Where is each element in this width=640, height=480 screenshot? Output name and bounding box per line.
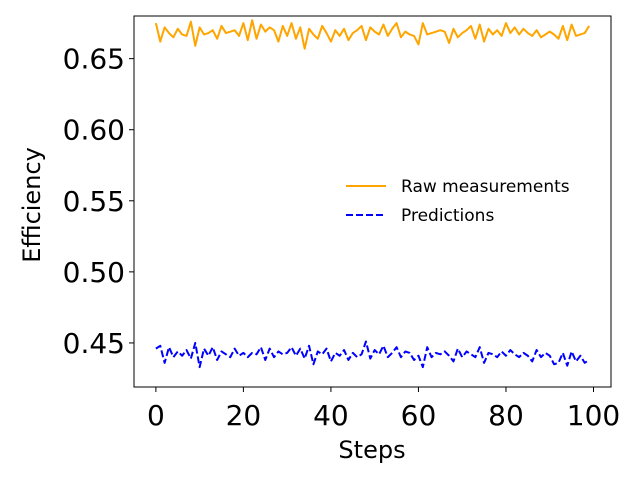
y-axis-label: Efficiency [18,147,46,263]
series-line-raw-measurements [154,19,590,50]
x-tick-label: 100 [567,399,620,432]
y-tick-label: 0.55 [63,185,125,218]
y-axis: 0.45 0.50 0.55 0.60 0.65 [63,43,134,360]
x-tick-label: 20 [226,399,262,432]
x-tick-label: 0 [147,399,165,432]
x-tick-label: 40 [313,399,349,432]
series-line-predictions [155,340,590,369]
y-tick-label: 0.45 [63,327,125,360]
y-tick-label: 0.60 [63,114,125,147]
legend-label-predictions: Predictions [401,206,494,226]
x-tick-label: 80 [488,399,524,432]
x-axis: 0 20 40 60 80 100 [147,387,620,432]
series-layer [154,19,590,369]
x-axis-label: Steps [338,436,405,464]
legend-label-raw-measurements: Raw measurements [401,177,570,197]
y-tick-label: 0.65 [63,43,125,76]
x-tick-label: 60 [401,399,437,432]
y-tick-label: 0.50 [63,256,125,289]
plot-frame [133,15,612,388]
legend: Raw measurements Predictions [346,177,570,226]
